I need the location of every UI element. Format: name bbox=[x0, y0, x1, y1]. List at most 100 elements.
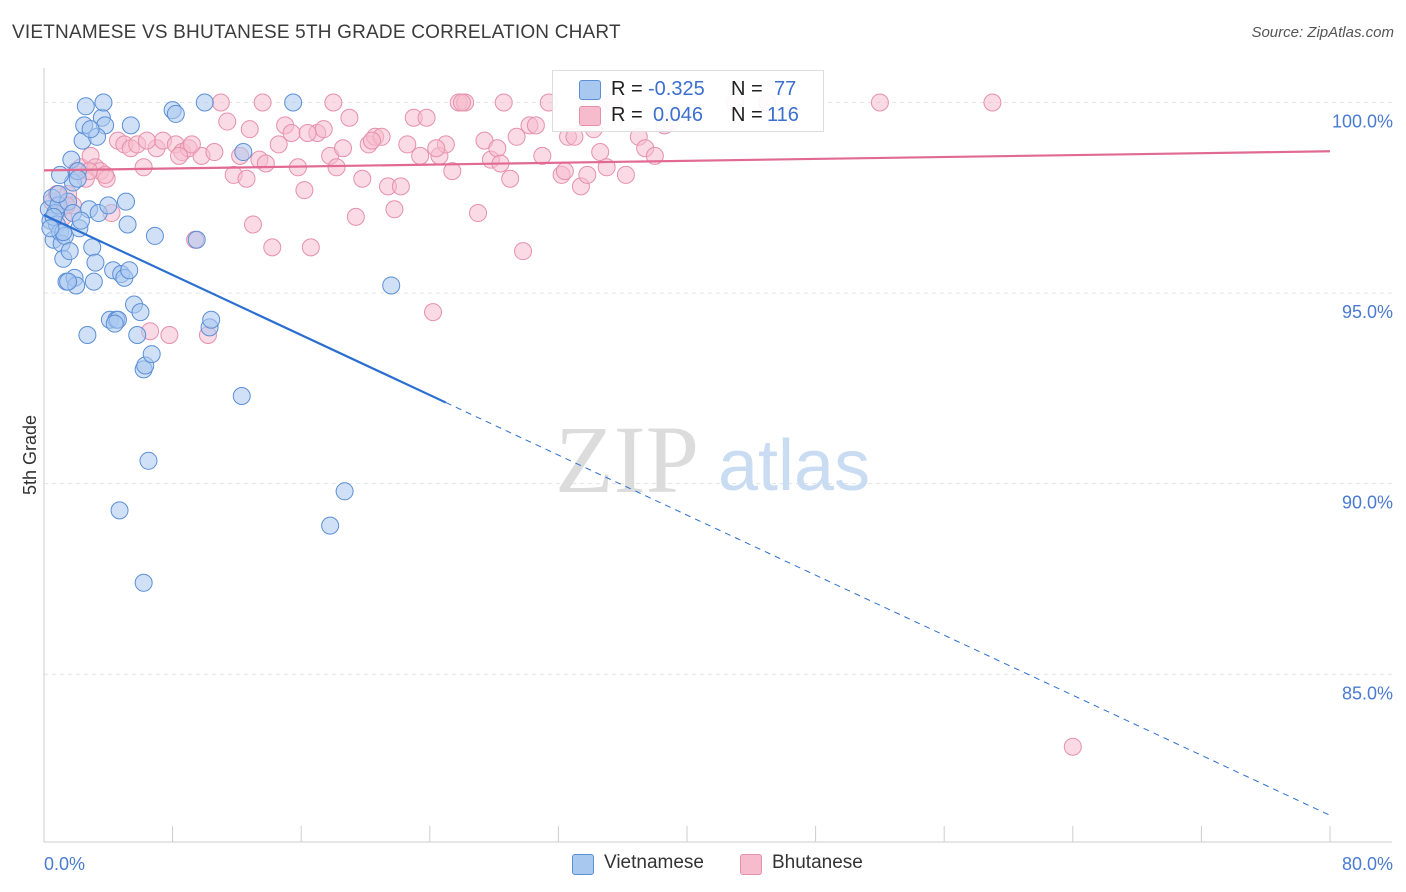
bhutanese-point bbox=[205, 143, 224, 162]
vietnamese-point bbox=[321, 516, 340, 535]
vietnamese-point bbox=[99, 196, 118, 215]
vietnamese-point bbox=[41, 219, 60, 238]
bhutanese-point bbox=[182, 135, 201, 154]
y-tick-label: 95.0% bbox=[1342, 302, 1393, 322]
legend-swatch-blue bbox=[579, 80, 601, 100]
vietnamese-point bbox=[94, 93, 113, 112]
vietnamese-point bbox=[121, 116, 140, 135]
bhutanese-point bbox=[314, 120, 333, 139]
vietnamese-point bbox=[49, 184, 68, 203]
bhutanese-point bbox=[256, 154, 275, 173]
bhutanese-point bbox=[501, 169, 520, 188]
y-axis-label: 5th Grade bbox=[20, 415, 40, 495]
vietnamese-point bbox=[105, 314, 124, 333]
bhutanese-point bbox=[514, 242, 533, 261]
vietnamese-point bbox=[142, 345, 161, 364]
vietnamese-point bbox=[382, 276, 401, 295]
legend-r-value: 0.046 bbox=[653, 104, 704, 126]
bhutanese-point bbox=[398, 135, 417, 154]
bhutanese-point bbox=[533, 146, 552, 165]
vietnamese-point bbox=[232, 387, 251, 406]
vietnamese-point bbox=[86, 253, 105, 272]
vietnamese-point bbox=[139, 451, 158, 470]
legend-r-label: R = bbox=[611, 78, 643, 100]
bhutanese-point bbox=[983, 93, 1002, 112]
bhutanese-point bbox=[137, 131, 156, 150]
bhutanese-point bbox=[324, 93, 343, 112]
bhutanese-point bbox=[494, 93, 513, 112]
watermark-atlas: atlas bbox=[718, 426, 870, 506]
watermark-zip: ZIP bbox=[555, 406, 699, 513]
vietnamese-point bbox=[284, 93, 303, 112]
legend-n-label: N = bbox=[731, 104, 763, 126]
bhutanese-point bbox=[555, 162, 574, 181]
bhutanese-point bbox=[870, 93, 889, 112]
bhutanese-point bbox=[591, 143, 610, 162]
bhutanese-point bbox=[333, 139, 352, 158]
chart-title: VIETNAMESE VS BHUTANESE 5TH GRADE CORREL… bbox=[12, 22, 621, 43]
y-tick-labels: 85.0% 90.0% 95.0% 100.0% bbox=[1332, 111, 1393, 703]
bhutanese-point bbox=[417, 108, 436, 127]
vietnamese-point bbox=[71, 211, 90, 230]
bhutanese-point bbox=[237, 169, 256, 188]
bhutanese-point bbox=[240, 120, 259, 139]
y-tick-label: 85.0% bbox=[1342, 683, 1393, 703]
vietnamese-point bbox=[59, 272, 78, 291]
bottom-legend-swatch-blue bbox=[572, 854, 594, 875]
vietnamese-point bbox=[78, 326, 97, 345]
bhutanese-point bbox=[160, 326, 179, 345]
vietnamese-point bbox=[166, 104, 185, 123]
bhutanese-point bbox=[1063, 737, 1082, 756]
bhutanese-trend-line bbox=[43, 150, 1331, 172]
x-tick-max: 80.0% bbox=[1342, 854, 1393, 874]
vietnamese-point bbox=[335, 482, 354, 501]
bhutanese-point bbox=[218, 112, 237, 131]
bhutanese-point bbox=[616, 165, 635, 184]
vietnamese-point bbox=[131, 303, 150, 322]
bhutanese-point bbox=[340, 108, 359, 127]
vietnamese-point bbox=[84, 272, 103, 291]
vietnamese-point bbox=[68, 169, 87, 188]
legend-r-label: R = bbox=[611, 104, 643, 126]
bhutanese-point bbox=[301, 238, 320, 257]
correlation-legend: R = -0.325 N = 77 R = 0.046 N = 116 bbox=[552, 70, 824, 132]
bhutanese-point bbox=[411, 146, 430, 165]
source-label: Source: ZipAtlas.com bbox=[1251, 24, 1394, 41]
bhutanese-point bbox=[353, 169, 372, 188]
bottom-legend-label: Bhutanese bbox=[772, 852, 863, 873]
bhutanese-point bbox=[327, 158, 346, 177]
vietnamese-point bbox=[110, 501, 129, 520]
vietnamese-point bbox=[60, 242, 79, 261]
vietnamese-point bbox=[187, 230, 206, 249]
bhutanese-point bbox=[469, 204, 488, 223]
bhutanese-point bbox=[346, 207, 365, 226]
bhutanese-point bbox=[96, 165, 115, 184]
bhutanese-point bbox=[134, 158, 153, 177]
vietnamese-point bbox=[128, 326, 147, 345]
y-tick-label: 100.0% bbox=[1332, 111, 1393, 131]
bhutanese-point bbox=[424, 303, 443, 322]
bhutanese-point bbox=[362, 131, 381, 150]
bhutanese-point bbox=[391, 177, 410, 196]
bhutanese-point bbox=[385, 200, 404, 219]
vietnamese-point bbox=[76, 97, 95, 116]
bhutanese-point bbox=[507, 127, 526, 146]
x-tick-min: 0.0% bbox=[44, 854, 85, 874]
bhutanese-point bbox=[578, 165, 597, 184]
legend-r-value: -0.325 bbox=[648, 78, 705, 100]
axes bbox=[43, 68, 1392, 843]
bhutanese-point bbox=[211, 93, 230, 112]
bhutanese-point bbox=[452, 93, 471, 112]
legend-swatch-pink bbox=[579, 106, 601, 126]
vietnamese-points bbox=[39, 93, 401, 592]
bhutanese-point bbox=[295, 181, 314, 200]
y-tick-label: 90.0% bbox=[1342, 493, 1393, 513]
bottom-legend-swatch-pink bbox=[740, 854, 762, 875]
bhutanese-point bbox=[282, 123, 301, 142]
bhutanese-point bbox=[488, 139, 507, 158]
bhutanese-point bbox=[269, 135, 288, 154]
legend-n-value: 77 bbox=[774, 78, 797, 100]
vietnamese-trend-extension bbox=[445, 402, 1331, 816]
bhutanese-point bbox=[526, 116, 545, 135]
vietnamese-point bbox=[118, 215, 137, 234]
